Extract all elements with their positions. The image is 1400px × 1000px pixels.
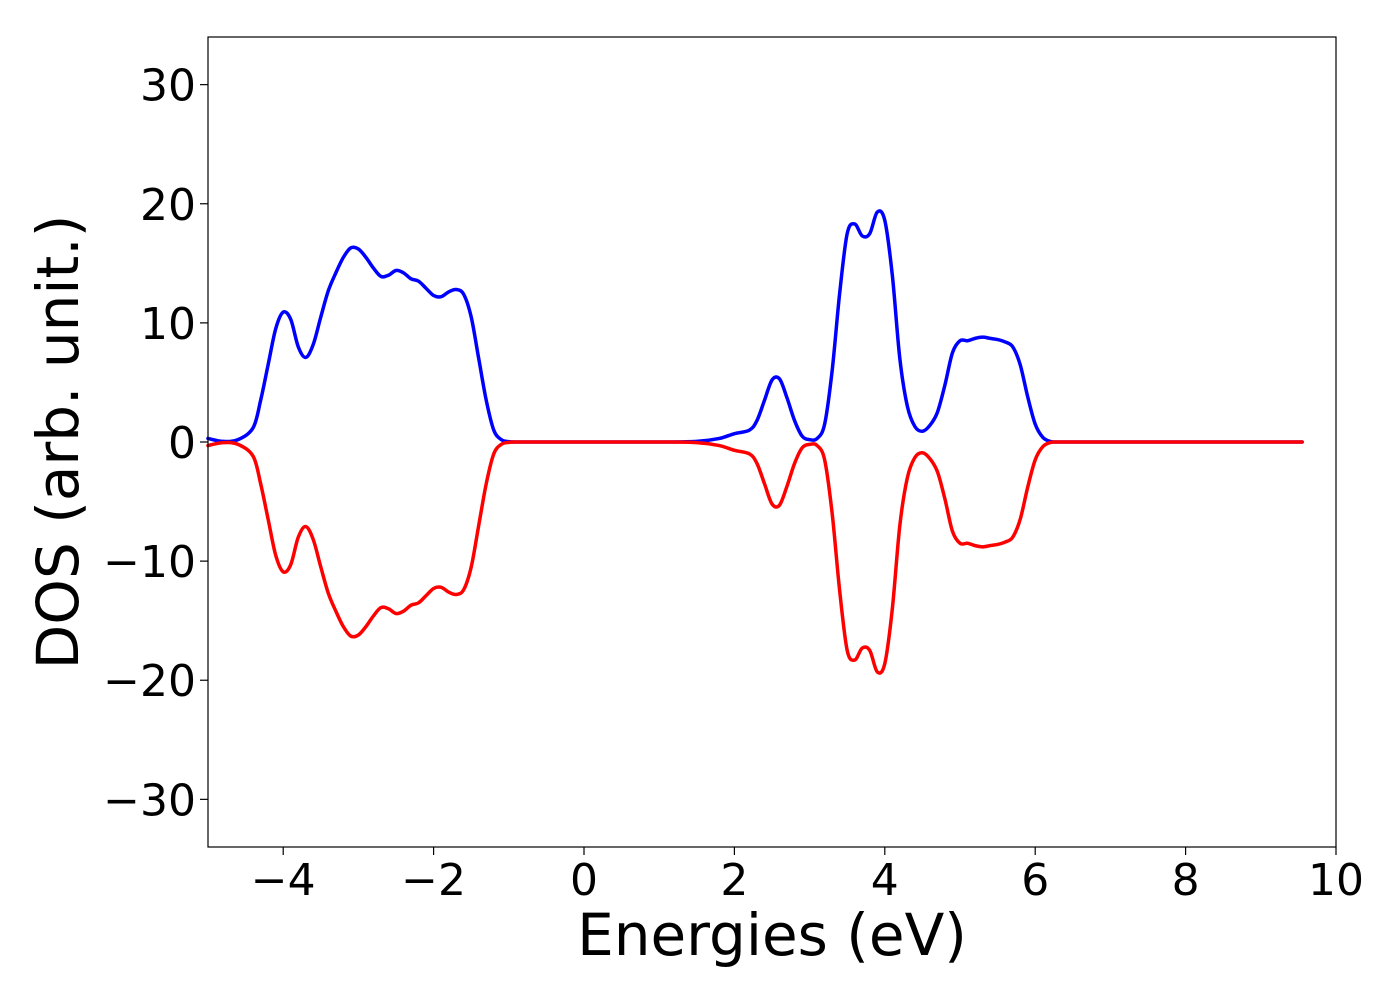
y-tick-label: 20 bbox=[140, 180, 196, 231]
x-tick-label: 0 bbox=[570, 855, 598, 906]
series-line-1 bbox=[206, 209, 1304, 444]
series-layer bbox=[206, 209, 1304, 675]
x-tick-label: 6 bbox=[1021, 855, 1049, 906]
x-tick-label: −4 bbox=[251, 855, 316, 906]
y-axis: 30 20 10 0 −10 −20 −30 bbox=[103, 61, 208, 826]
x-tick-label: 4 bbox=[871, 855, 899, 906]
y-tick-label: 30 bbox=[140, 61, 196, 112]
x-axis-title: Energies (eV) bbox=[577, 901, 967, 969]
y-axis-title: DOS (arb. unit.) bbox=[24, 215, 92, 670]
y-tick-label: −10 bbox=[103, 537, 196, 588]
y-tick-label: −30 bbox=[103, 775, 196, 826]
x-axis: −4 −2 0 2 4 6 8 10 bbox=[251, 847, 1364, 906]
y-tick-label: 10 bbox=[140, 299, 196, 350]
x-tick-label: −2 bbox=[401, 855, 466, 906]
y-tick-label: 0 bbox=[168, 418, 196, 469]
x-tick-label: 2 bbox=[720, 855, 748, 906]
y-tick-label: −20 bbox=[103, 656, 196, 707]
x-tick-label: 8 bbox=[1172, 855, 1200, 906]
series-line-2 bbox=[206, 440, 1304, 675]
x-tick-label: 10 bbox=[1308, 855, 1364, 906]
